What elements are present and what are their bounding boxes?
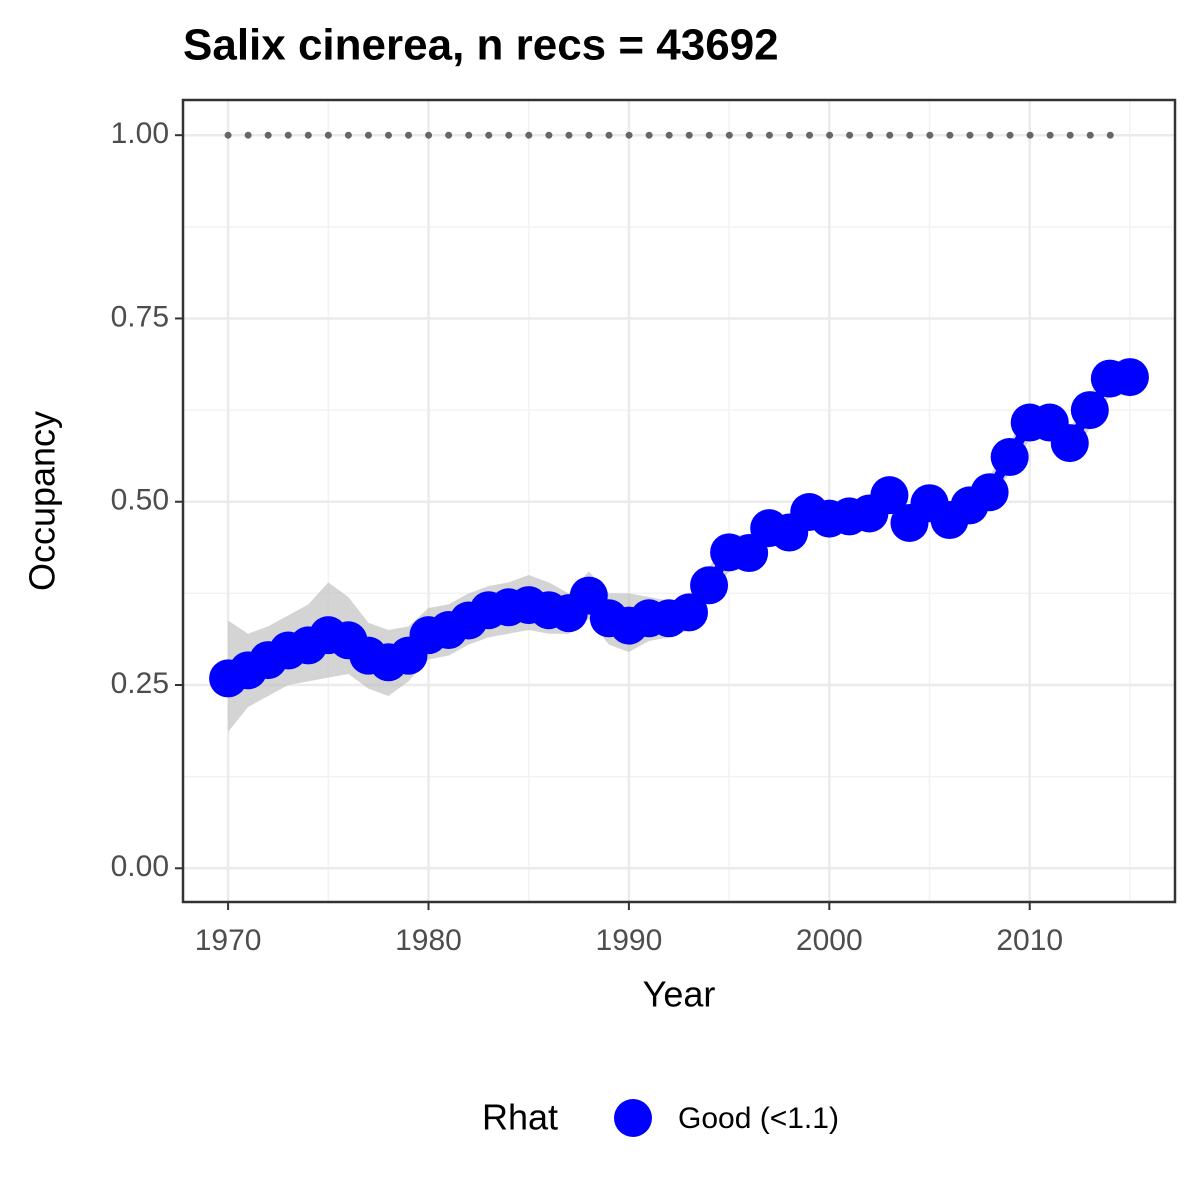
- data-point: [670, 593, 709, 632]
- x-tick-label: 2000: [796, 924, 863, 957]
- confidence-band: [228, 358, 1130, 732]
- y-axis-title: Occupancy: [22, 411, 63, 591]
- y-tick-label: 1.00: [111, 117, 169, 150]
- x-tick-label: 1980: [395, 924, 462, 957]
- x-tick-label: 2010: [996, 924, 1063, 957]
- data-point: [1050, 424, 1089, 463]
- x-axis-title: Year: [643, 974, 716, 1015]
- data-point: [1070, 391, 1109, 430]
- data-point: [690, 566, 729, 605]
- data-point: [1110, 358, 1149, 397]
- y-tick-label: 0.50: [111, 484, 169, 517]
- legend-label: Good (<1.1): [678, 1102, 839, 1135]
- panel-border: [181, 98, 1177, 904]
- data-point: [970, 473, 1009, 512]
- x-tick-label: 1990: [596, 924, 663, 957]
- legend-title: Rhat: [482, 1097, 558, 1138]
- x-tick-label: 1970: [195, 924, 262, 957]
- y-tick-label: 0.25: [111, 667, 169, 700]
- data-point: [870, 476, 909, 515]
- data-point: [990, 438, 1029, 477]
- legend-marker: [614, 1099, 652, 1137]
- y-tick-label: 0.00: [111, 850, 169, 883]
- y-tick-label: 0.75: [111, 300, 169, 333]
- chart-title: Salix cinerea, n recs = 43692: [183, 21, 779, 70]
